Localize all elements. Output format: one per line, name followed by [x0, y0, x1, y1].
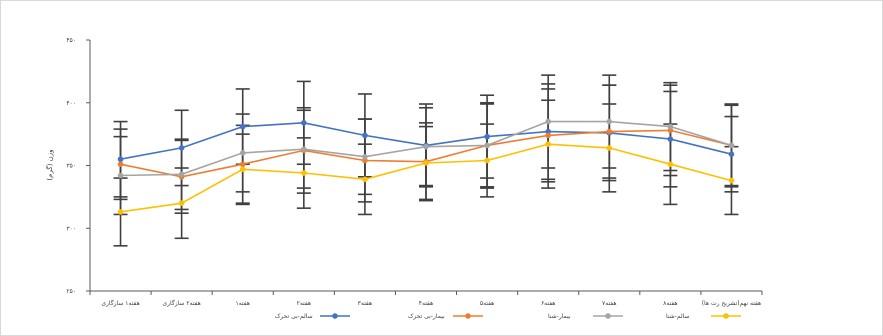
legend-item: بیمار-بی تحرک: [408, 312, 483, 320]
data-point: [606, 128, 613, 135]
data-point: [301, 120, 307, 126]
x-tick-label: هفته۶: [541, 300, 555, 307]
data-point: [545, 118, 551, 125]
data-point: [178, 171, 185, 178]
data-point: [728, 151, 735, 158]
x-tick-label: هفته۲: [297, 300, 311, 307]
data-point: [362, 176, 368, 183]
x-tick-label: هفته۵: [480, 300, 494, 307]
legend-swatch-marker: [465, 313, 471, 319]
legend-swatch-marker: [723, 313, 729, 319]
data-point: [423, 160, 429, 166]
legend-label: بیمار-شنا: [548, 313, 571, 320]
data-point: [484, 142, 490, 149]
x-tick-label: هفته۸: [663, 300, 677, 307]
legend-swatch-marker: [605, 313, 611, 319]
y-tick-label: ۴۵۰: [66, 37, 76, 44]
x-axis-ticks: هفته۱ سازگاری هفته۲ سازگاری هفته۱ هفته۲ هفته…: [89, 291, 763, 307]
data-point: [728, 177, 735, 184]
legend-item: سالم-شنا: [666, 313, 741, 320]
data-point: [606, 145, 613, 151]
data-point: [667, 123, 674, 130]
data-point: [178, 145, 185, 151]
data-point: [239, 123, 246, 130]
y-tick-label: ۲۵۰: [66, 288, 76, 295]
x-tick-label: هفته۴: [419, 300, 433, 307]
data-point: [484, 133, 490, 140]
data-point: [239, 150, 246, 156]
legend-label: بیمار-بی تحرک: [408, 312, 445, 320]
y-tick-label: ۳۰۰: [66, 225, 76, 232]
data-point: [362, 132, 368, 139]
legend-label: سالم-بی تحرک: [275, 312, 313, 320]
data-point: [667, 161, 674, 168]
x-tick-label: هفته نهم(تشریح رت ها): [702, 300, 761, 307]
data-point: [117, 161, 124, 168]
legend-swatch-marker: [332, 313, 338, 319]
data-point: [117, 156, 124, 163]
data-point: [362, 153, 368, 160]
legend-item: سالم-بی تحرک: [275, 312, 350, 320]
data-point: [545, 132, 551, 139]
series-points: [117, 118, 735, 215]
legend-label: سالم-شنا: [666, 313, 690, 320]
data-point: [239, 161, 246, 168]
y-axis-ticks: ۲۵۰ ۳۰۰ ۳۵۰ ۴۰۰ ۴۵۰: [66, 37, 90, 295]
x-tick-label: هفته۱ سازگاری: [101, 299, 139, 307]
x-tick-label: هفته۳: [358, 300, 372, 307]
x-tick-label: هفته۱: [235, 300, 249, 307]
data-point: [484, 157, 490, 164]
legend-item: بیمار-شنا: [548, 313, 623, 320]
data-point: [606, 118, 613, 125]
data-point: [423, 143, 429, 150]
x-tick-label: هفته۷: [602, 300, 616, 307]
data-point: [728, 142, 735, 149]
data-point: [667, 136, 674, 142]
y-axis-label: (گرم) وزن: [45, 149, 54, 180]
data-point: [301, 170, 307, 176]
y-tick-label: ۴۰۰: [66, 100, 76, 107]
y-tick-label: ۳۵۰: [66, 163, 76, 170]
data-point: [117, 209, 124, 215]
x-tick-label: هفته۲ سازگاری: [162, 299, 200, 307]
data-point: [178, 200, 185, 206]
data-point: [117, 172, 124, 179]
data-point: [239, 166, 246, 173]
data-point: [545, 141, 551, 147]
data-point: [301, 146, 307, 152]
axes: ۲۵۰ ۳۰۰ ۳۵۰ ۴۰۰ ۴۵۰ هفته۱ سازگاری هفته۲ سازگا…: [66, 37, 763, 307]
legend: سالم-بی تحرک بیمار-بی تحرک بیمار-شنا سالم-ش…: [275, 312, 741, 320]
